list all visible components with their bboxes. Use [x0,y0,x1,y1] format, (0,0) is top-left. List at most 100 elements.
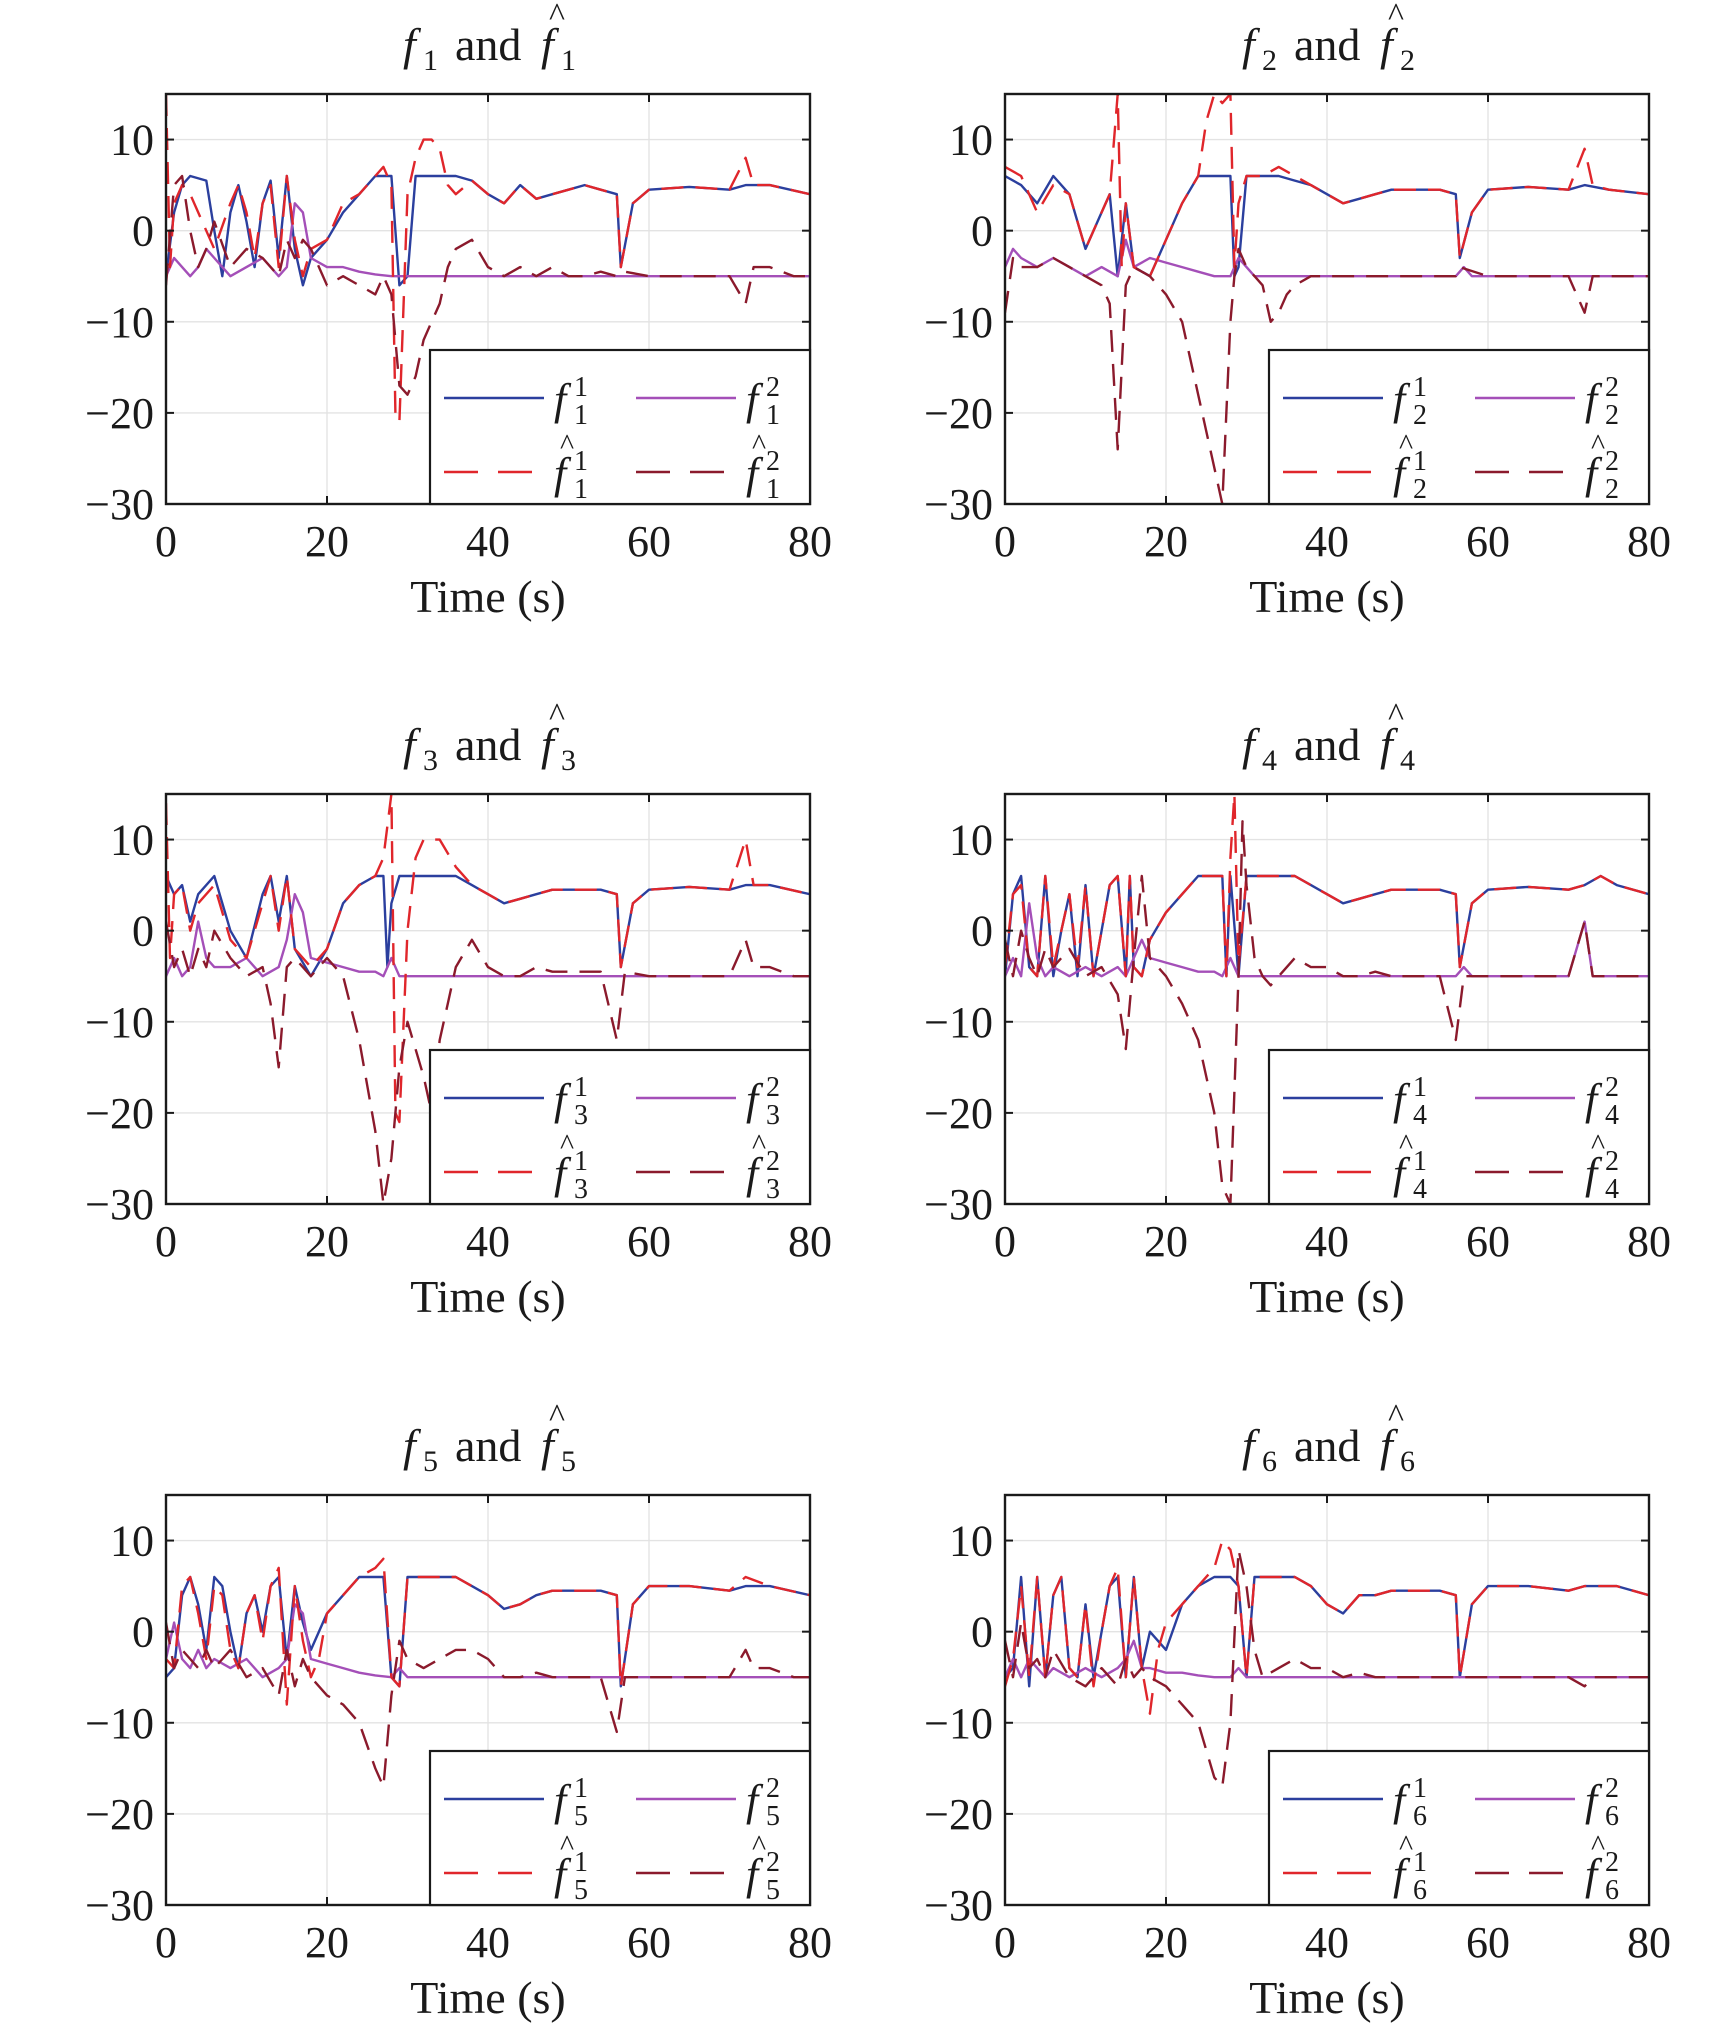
symbol-superscript: 1 [574,1146,588,1177]
symbol-subscript: 2 [1605,474,1619,505]
symbol-superscript: 2 [766,1146,780,1177]
symbol-subscript: 5 [766,1875,780,1906]
legend-box [1267,348,1651,506]
x-tick-label: 40 [1305,1217,1349,1266]
series-line-4 [1005,1548,1649,1788]
hat-accent: ^ [752,1128,766,1161]
chart-title: f 3 and f^3 [403,697,576,777]
symbol-subscript: 6 [1605,1801,1619,1832]
symbol-superscript: 2 [766,1847,780,1878]
hat-accent: ^ [560,428,574,461]
title-and: and [1294,719,1360,770]
series-line-2 [1005,902,1649,978]
title-subscript: 4 [1262,744,1277,777]
title-and: and [1294,1420,1360,1471]
symbol-subscript: 4 [1413,1174,1427,1205]
hat-accent: ^ [1591,428,1605,461]
y-tick-label: −10 [924,1699,993,1748]
legend-item-4: f^25 [636,1829,780,1906]
x-tick-label: 20 [1144,1918,1188,1967]
title-hat-accent: ^ [549,697,565,734]
series-line-4 [1005,820,1649,1204]
series-line-4 [166,1622,810,1788]
symbol-superscript: 1 [1413,1773,1427,1804]
title-subscript: 6 [1262,1445,1277,1478]
symbol-superscript: 2 [1605,1146,1619,1177]
title-hat-accent: ^ [1388,0,1404,34]
legend: f 12 f 22f^12 f^22 [1267,348,1651,506]
y-tick-label: 10 [949,816,993,865]
symbol-subscript: 4 [1413,1100,1427,1131]
legend-box [1267,1048,1651,1206]
symbol-subscript: 5 [766,1801,780,1832]
symbol-subscript: 1 [574,400,588,431]
x-axis-label: Time (s) [410,1972,566,2023]
x-tick-label: 40 [1305,1918,1349,1967]
series-line-3 [1005,1539,1649,1715]
x-tick-label: 40 [466,517,510,566]
y-tick-label: −10 [924,998,993,1047]
title-hat-accent: ^ [1388,697,1404,734]
title-and: and [455,719,521,770]
y-tick-label: −30 [924,1180,993,1229]
series-group [1005,94,1649,504]
y-tick-label: −20 [85,389,154,438]
x-tick-label: 60 [627,517,671,566]
x-tick-label: 20 [1144,1217,1188,1266]
series-line-3 [1005,94,1649,278]
y-tick-label: −20 [924,1790,993,1839]
legend-box [428,1749,812,1907]
y-tick-label: 10 [949,116,993,165]
x-tick-label: 80 [1627,1918,1671,1967]
y-tick-label: 0 [971,907,993,956]
chart-title: f 5 and f^5 [403,1398,576,1478]
x-tick-label: 80 [788,1918,832,1967]
x-tick-label: 0 [994,1217,1016,1266]
symbol-subscript: 3 [574,1174,588,1205]
title-and: and [455,19,521,70]
chart-title: f 6 and f^6 [1242,1398,1415,1478]
x-tick-label: 40 [466,1918,510,1967]
symbol-subscript: 1 [574,474,588,505]
symbol-superscript: 1 [574,1072,588,1103]
legend-box [1267,1749,1651,1907]
symbol-superscript: 1 [574,372,588,403]
y-tick-label: −30 [85,480,154,529]
x-axis-label: Time (s) [410,571,566,622]
title-symbol: f [403,1420,422,1471]
symbol-subscript: 4 [1605,1174,1619,1205]
legend: f 13 f 23f^13 f^23 [428,1048,812,1206]
x-tick-label: 0 [155,1217,177,1266]
legend-box [428,348,812,506]
x-tick-label: 0 [994,517,1016,566]
x-tick-label: 80 [1627,517,1671,566]
x-tick-label: 60 [1466,1918,1510,1967]
series-group [166,1557,810,1788]
x-tick-label: 20 [305,1217,349,1266]
chart-title: f 2 and f^2 [1242,0,1415,77]
symbol-subscript: 1 [766,400,780,431]
y-tick-label: −30 [85,1180,154,1229]
x-tick-label: 60 [627,1918,671,1967]
series-line-3 [1005,794,1649,978]
title-hat-subscript: 1 [561,44,576,77]
x-tick-label: 80 [1627,1217,1671,1266]
symbol-subscript: 2 [1413,400,1427,431]
y-tick-label: 0 [132,1608,154,1657]
hat-accent: ^ [1591,1829,1605,1862]
y-tick-label: 0 [971,207,993,256]
y-tick-label: −20 [85,1790,154,1839]
symbol-superscript: 2 [1605,372,1619,403]
hat-accent: ^ [560,1829,574,1862]
symbol-superscript: 2 [766,1773,780,1804]
symbol-superscript: 1 [574,446,588,477]
title-symbol: f [403,19,422,70]
symbol-superscript: 1 [1413,1072,1427,1103]
title-subscript: 3 [423,744,438,777]
title-symbol: f [1242,719,1261,770]
y-tick-label: 0 [132,207,154,256]
chart-title: f 4 and f^4 [1242,697,1415,777]
